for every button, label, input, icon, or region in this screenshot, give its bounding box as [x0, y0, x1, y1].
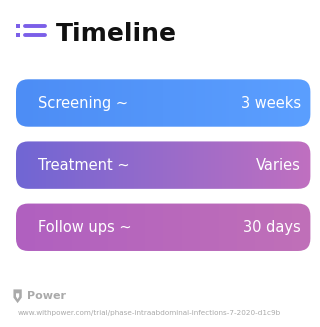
Polygon shape	[13, 289, 22, 303]
Text: Varies: Varies	[256, 158, 301, 173]
Text: Follow ups ~: Follow ups ~	[38, 220, 132, 235]
Text: 3 weeks: 3 weeks	[241, 95, 301, 111]
Text: Timeline: Timeline	[56, 22, 177, 46]
Text: www.withpower.com/trial/phase-intraabdominal-infections-7-2020-d1c9b: www.withpower.com/trial/phase-intraabdom…	[18, 310, 281, 316]
Text: Power: Power	[27, 291, 66, 301]
Text: Treatment ~: Treatment ~	[38, 158, 130, 173]
Text: Screening ~: Screening ~	[38, 95, 129, 111]
Polygon shape	[16, 293, 19, 299]
Text: 30 days: 30 days	[243, 220, 301, 235]
